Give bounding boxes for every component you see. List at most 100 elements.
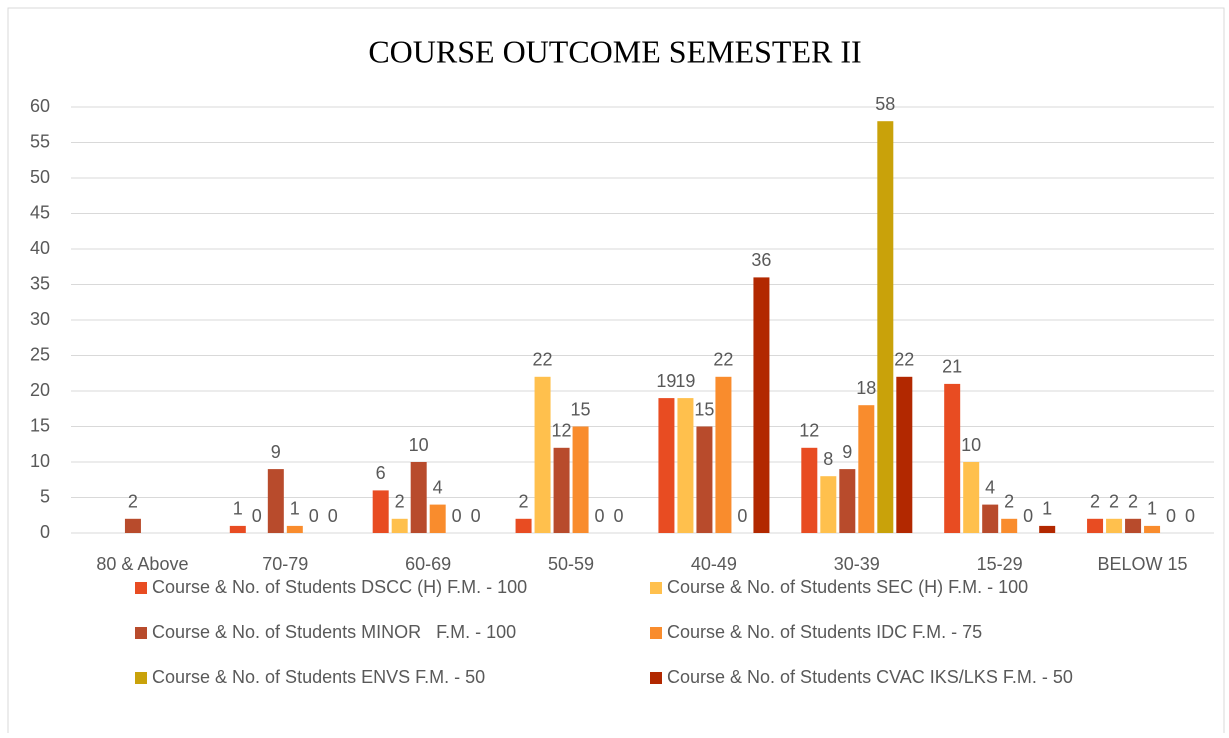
data-label: 0	[1023, 506, 1033, 526]
data-label: 0	[1185, 506, 1195, 526]
data-label: 0	[595, 506, 605, 526]
data-label: 0	[1166, 506, 1176, 526]
data-label: 0	[452, 506, 462, 526]
bar	[896, 376, 913, 533]
x-tick-label: BELOW 15	[1098, 554, 1188, 574]
data-label: 10	[961, 435, 981, 455]
data-label: 2	[395, 492, 405, 512]
y-tick-label: 0	[40, 522, 50, 542]
bar	[944, 383, 961, 533]
bar	[982, 504, 999, 533]
bar	[963, 462, 980, 533]
legend-swatch	[135, 627, 147, 639]
legend-label: Course & No. of Students SEC (H) F.M. - …	[667, 577, 1028, 597]
data-label: 0	[471, 506, 481, 526]
y-tick-label: 45	[30, 202, 50, 222]
data-label: 19	[656, 371, 676, 391]
data-label: 19	[675, 371, 695, 391]
legend-label: Course & No. of Students IDC F.M. - 75	[667, 622, 982, 642]
bar	[534, 376, 551, 533]
y-tick-label: 50	[30, 167, 50, 187]
bar	[1106, 518, 1123, 533]
data-label: 18	[856, 378, 876, 398]
data-label: 2	[1128, 492, 1138, 512]
bar	[410, 462, 427, 533]
data-label: 58	[875, 94, 895, 114]
bar	[820, 476, 837, 533]
data-label: 15	[571, 399, 591, 419]
x-tick-label: 60-69	[405, 554, 451, 574]
data-label: 12	[552, 421, 572, 441]
bar	[1144, 525, 1161, 533]
data-label: 6	[376, 463, 386, 483]
data-label: 9	[842, 442, 852, 462]
bar	[429, 504, 446, 533]
bar	[801, 447, 818, 533]
data-label: 0	[737, 506, 747, 526]
data-label: 10	[409, 435, 429, 455]
data-label: 22	[713, 350, 733, 370]
y-tick-label: 25	[30, 344, 50, 364]
bar	[267, 469, 284, 533]
legend-swatch	[650, 582, 662, 594]
legend-swatch	[650, 627, 662, 639]
x-tick-label: 30-39	[834, 554, 880, 574]
data-label: 36	[751, 250, 771, 270]
data-label: 1	[233, 499, 243, 519]
data-label: 15	[694, 399, 714, 419]
bar	[1087, 518, 1104, 533]
y-tick-label: 30	[30, 309, 50, 329]
data-label: 2	[519, 492, 529, 512]
data-label: 0	[328, 506, 338, 526]
chart-border	[7, 7, 1225, 738]
data-label: 2	[128, 492, 138, 512]
data-label: 0	[309, 506, 319, 526]
x-tick-label: 40-49	[691, 554, 737, 574]
data-label: 2	[1004, 492, 1014, 512]
bar	[572, 426, 589, 533]
legend-label: Course & No. of Students MINOR F.M. - 10…	[152, 622, 516, 642]
data-label: 21	[942, 357, 962, 377]
data-label: 9	[271, 442, 281, 462]
bar	[839, 469, 856, 533]
data-label: 0	[252, 506, 262, 526]
bar	[553, 447, 570, 533]
bar	[858, 405, 875, 533]
bar	[1125, 518, 1142, 533]
y-tick-label: 5	[40, 486, 50, 506]
y-tick-label: 60	[30, 96, 50, 116]
data-label: 2	[1090, 492, 1100, 512]
legend-swatch	[135, 672, 147, 684]
legend-label: Course & No. of Students DSCC (H) F.M. -…	[152, 577, 527, 597]
y-tick-label: 35	[30, 273, 50, 293]
data-label: 1	[1042, 499, 1052, 519]
x-tick-label: 50-59	[548, 554, 594, 574]
y-tick-label: 40	[30, 238, 50, 258]
bar	[1039, 525, 1056, 533]
bar	[1001, 518, 1018, 533]
y-tick-label: 55	[30, 131, 50, 151]
data-label: 2	[1109, 492, 1119, 512]
bar	[696, 426, 713, 533]
y-tick-label: 10	[30, 451, 50, 471]
bar	[124, 518, 141, 533]
y-tick-label: 20	[30, 380, 50, 400]
y-tick-label: 15	[30, 415, 50, 435]
bar	[677, 398, 694, 533]
data-label: 4	[985, 477, 995, 497]
x-tick-label: 80 & Above	[96, 554, 188, 574]
x-tick-label: 70-79	[262, 554, 308, 574]
chart-title: COURSE OUTCOME SEMESTER II	[368, 33, 861, 69]
bar	[391, 518, 408, 533]
legend-label: Course & No. of Students ENVS F.M. - 50	[152, 667, 485, 687]
bar	[229, 525, 246, 533]
legend-swatch	[650, 672, 662, 684]
legend-label: Course & No. of Students CVAC IKS/LKS F.…	[667, 667, 1073, 687]
bar	[515, 518, 532, 533]
data-label: 0	[614, 506, 624, 526]
legend-swatch	[135, 582, 147, 594]
x-tick-label: 15-29	[977, 554, 1023, 574]
data-label: 22	[533, 350, 553, 370]
bar	[658, 398, 675, 533]
